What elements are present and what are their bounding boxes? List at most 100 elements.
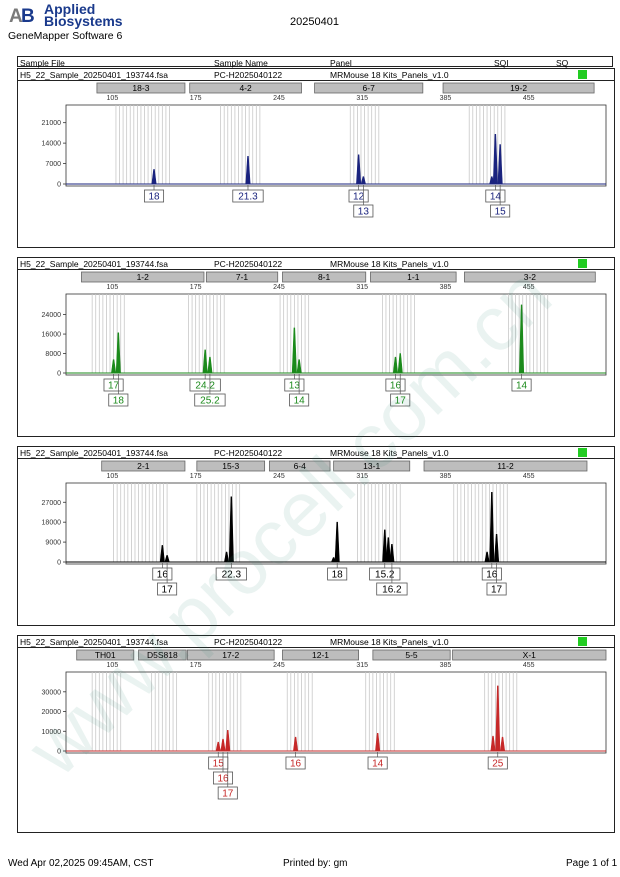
y-tick-label: 27000: [42, 500, 62, 507]
y-tick-label: 8000: [45, 351, 61, 358]
panel-name: MRMouse 18 Kits_Panels_v1.0: [330, 70, 449, 80]
peak: [245, 155, 251, 185]
x-tick-label: 105: [107, 473, 119, 480]
allele-call-label: 16.2: [382, 585, 402, 596]
electropherogram-plot: 18-3 4-2 6-7 19-2 105 175 245 315 385 455 0 7000 140…: [42, 82, 607, 218]
allele-call-box: [490, 204, 511, 218]
allele-call-box: [369, 567, 401, 581]
y-tick-label: 10000: [42, 729, 62, 736]
marker-bar: [96, 82, 186, 94]
x-tick-label: 175: [190, 284, 202, 291]
allele-call-box: [367, 756, 388, 770]
x-tick-label: 315: [356, 662, 368, 669]
allele-call-label: 25.2: [200, 396, 220, 407]
allele-call-box: [194, 393, 226, 407]
allele-call-box: [487, 756, 508, 770]
peak: [220, 738, 226, 752]
sample-name: PC-H2025040122: [214, 70, 283, 80]
y-tick-label: 24000: [42, 312, 62, 319]
marker-bar: [268, 460, 331, 472]
allele-call-label: 17: [162, 585, 174, 596]
x-tick-label: 175: [190, 473, 202, 480]
sample-name: PC-H2025040122: [214, 637, 283, 647]
marker-label: 5-5: [405, 650, 418, 660]
x-tick-label: 245: [273, 473, 285, 480]
marker-bar: [205, 271, 279, 283]
allele-call-box: [511, 378, 532, 392]
allele-call-label: 14: [372, 759, 384, 770]
allele-call-label: 12: [353, 192, 365, 203]
allele-call-box: [217, 786, 238, 800]
x-tick-label: 245: [273, 662, 285, 669]
allele-call-label: 14: [294, 396, 306, 407]
allele-call-box: [108, 393, 129, 407]
peak: [495, 685, 501, 752]
sq-status-indicator: [578, 259, 587, 268]
y-tick-label: 7000: [45, 161, 61, 168]
marker-bar: [282, 649, 359, 661]
y-tick-label: 18000: [42, 520, 62, 527]
marker-bar: [76, 649, 135, 661]
panel-sample-row: H5_22_Sample_20250401_193744.fsa PC-H202…: [18, 636, 614, 648]
panel-sample-row: H5_22_Sample_20250401_193744.fsa PC-H202…: [18, 258, 614, 270]
peak: [296, 359, 302, 374]
peak: [225, 729, 231, 752]
sample-file: H5_22_Sample_20250401_193744.fsa: [20, 259, 168, 269]
electropherogram-panel-red: H5_22_Sample_20250401_193744.fsa PC-H202…: [17, 635, 615, 833]
allele-call-label: 17: [491, 585, 503, 596]
peak: [484, 551, 490, 563]
y-tick-label: 0: [57, 749, 61, 756]
allele-call-label: 17: [108, 381, 120, 392]
peak: [330, 557, 337, 563]
allele-call-label: 13: [289, 381, 301, 392]
marker-label: 6-4: [294, 461, 307, 471]
allele-call-label: 16: [390, 381, 402, 392]
electropherogram-panel-green: H5_22_Sample_20250401_193744.fsa PC-H202…: [17, 257, 615, 437]
panel-sample-row: H5_22_Sample_20250401_193744.fsa PC-H202…: [18, 447, 614, 459]
peak: [519, 304, 525, 374]
footer-printed-by: Printed by: gm: [283, 858, 348, 869]
allele-call-label: 15.2: [375, 570, 395, 581]
peak: [224, 551, 230, 563]
peak: [159, 545, 165, 563]
marker-label: 17-2: [222, 650, 239, 660]
y-tick-label: 20000: [42, 709, 62, 716]
panel-name: MRMouse 18 Kits_Panels_v1.0: [330, 448, 449, 458]
applied-biosystems-logo-icon: A B: [8, 4, 40, 26]
x-tick-label: 455: [523, 662, 535, 669]
allele-call-box: [353, 204, 374, 218]
y-tick-label: 9000: [45, 540, 61, 547]
peak: [382, 529, 388, 563]
brand-name: Applied Biosystems: [44, 2, 123, 28]
svg-text:A: A: [9, 6, 23, 26]
x-tick-label: 315: [356, 473, 368, 480]
marker-bar: [423, 460, 588, 472]
electropherogram-panel-blue: H5_22_Sample_20250401_193744.fsa PC-H202…: [17, 68, 615, 248]
allele-call-label: 18: [113, 396, 125, 407]
allele-call-label: 16: [217, 774, 229, 785]
peak: [151, 169, 157, 185]
peak: [202, 349, 208, 374]
sample-file: H5_22_Sample_20250401_193744.fsa: [20, 448, 168, 458]
allele-call-label: 21.3: [238, 192, 258, 203]
allele-call-label: 17: [222, 789, 234, 800]
footer-timestamp: Wed Apr 02,2025 09:45AM, CST: [8, 858, 154, 869]
allele-call-box: [215, 567, 247, 581]
allele-call-box: [285, 756, 306, 770]
peak: [375, 732, 381, 752]
marker-label: 19-2: [510, 83, 527, 93]
y-tick-label: 16000: [42, 332, 62, 339]
marker-label: 1-2: [137, 272, 150, 282]
run-date: 20250401: [290, 16, 339, 28]
x-tick-label: 315: [356, 284, 368, 291]
x-tick-label: 385: [440, 95, 452, 102]
x-tick-label: 455: [523, 95, 535, 102]
marker-label: X-1: [523, 650, 537, 660]
peak: [389, 544, 395, 563]
marker-label: 6-7: [363, 83, 376, 93]
allele-call-label: 14: [490, 192, 502, 203]
x-tick-label: 455: [523, 284, 535, 291]
allele-call-box: [390, 393, 411, 407]
plot-frame: [65, 104, 607, 187]
allele-call-label: 25: [492, 759, 504, 770]
